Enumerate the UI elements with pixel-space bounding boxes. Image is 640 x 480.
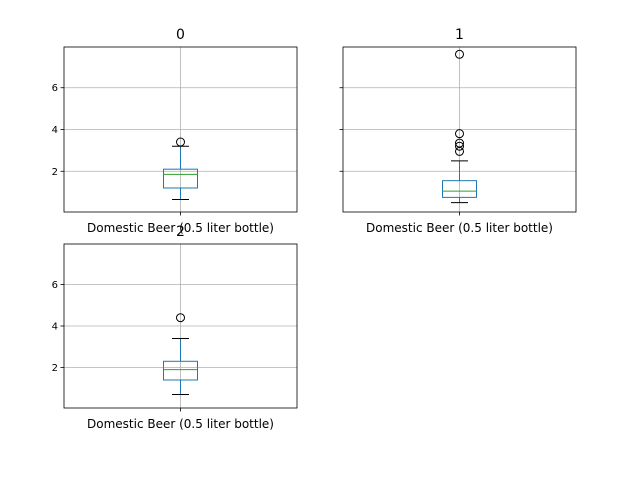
y-tick-label: 2 [52, 363, 58, 374]
x-tick-label: Domestic Beer (0.5 liter bottle) [87, 417, 274, 431]
subplot-1: Domestic Beer (0.5 liter bottle) 1 [339, 27, 577, 235]
y-tick-label: 6 [52, 280, 58, 291]
subplot-title: 1 [455, 27, 464, 43]
subplot-title: 2 [176, 224, 185, 240]
outlier-point [176, 313, 185, 323]
y-tick-label: 4 [52, 322, 58, 333]
iqr-box [442, 180, 477, 198]
iqr-box [163, 360, 198, 381]
y-tick-label: 2 [52, 167, 58, 178]
axes-frame [63, 46, 298, 213]
axes-frame [342, 46, 577, 213]
subplot-0: 2 4 6 Domestic Beer (0.5 liter bottle) 0 [52, 27, 298, 235]
outlier-point [455, 138, 464, 148]
x-tick-label: Domestic Beer (0.5 liter bottle) [87, 221, 274, 235]
outlier-point [455, 129, 464, 139]
axes-frame [63, 243, 298, 409]
subplot-title: 0 [176, 27, 185, 43]
iqr-box [163, 168, 198, 189]
outlier-point [455, 141, 464, 151]
y-tick-label: 6 [52, 83, 58, 94]
outlier-point [455, 49, 464, 59]
y-tick-label: 4 [52, 125, 58, 136]
outlier-point [176, 137, 185, 147]
x-tick-label: Domestic Beer (0.5 liter bottle) [366, 221, 553, 235]
